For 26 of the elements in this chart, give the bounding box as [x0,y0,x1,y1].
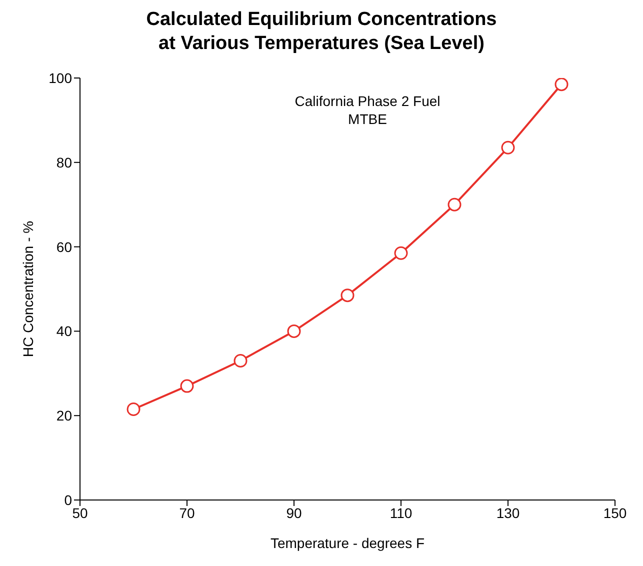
x-axis-title: Temperature - degrees F [270,535,425,551]
point [340,288,354,302]
chart-title: Calculated Equilibrium Concentrations at Various Temperatures (Sea Level) [145,8,498,56]
y-axis-title: HC Concentration - % [20,220,36,358]
point [448,198,462,212]
point [180,379,194,393]
point [126,402,140,416]
point [394,246,408,260]
annotation: California Phase 2 Fuel [294,92,442,110]
y-tick-label: 80 [56,154,72,170]
x-tick-label: 70 [179,504,195,521]
x-tick-label: 130 [496,504,520,521]
x-tick-label: 90 [286,504,302,521]
point [554,78,568,92]
point [287,324,301,338]
x-tick-label: 50 [72,504,88,521]
y-tick-label: 60 [56,238,72,255]
point [234,354,248,368]
y-tick-label: 40 [56,323,72,340]
y-tick-label: 20 [56,408,72,424]
y-tick-label: 0 [64,492,72,508]
annotation: MTBE [347,110,388,128]
x-tick-label: 110 [390,504,412,521]
point [501,140,515,154]
y-tick-label: 100 [48,70,72,86]
x-tick-label: 150 [603,504,627,521]
